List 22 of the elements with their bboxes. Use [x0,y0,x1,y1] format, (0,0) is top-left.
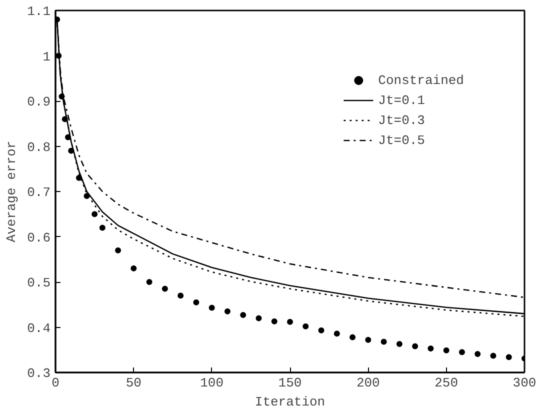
x-tick-label: 300 [512,376,536,390]
y-tick-label: 0.8 [27,140,50,155]
y-tick-label: 0.7 [27,185,50,200]
x-tick-label: 50 [126,376,142,390]
legend-label: Jt=0.3 [378,112,425,128]
x-tick-label: 200 [356,376,380,390]
x-tick-label: 100 [200,376,224,390]
x-axis-title: Iteration [254,394,326,410]
legend-label: Jt=0.5 [378,132,425,148]
x-tick-label: 150 [278,376,302,390]
y-tick-label: 0.6 [27,230,50,246]
x-tick-label: 250 [434,376,458,390]
y-tick-label: 0.9 [27,94,50,110]
legend-label: Jt=0.1 [378,92,425,108]
y-tick-label: 0.5 [27,276,50,290]
y-tick-label: 1 [42,49,51,64]
legend-label: Constrained [378,72,464,88]
y-tick-label: 1.1 [27,4,51,19]
y-axis-title: Average error [4,140,20,242]
y-tick-label: 0.4 [27,320,51,336]
y-tick-label: 0.3 [27,366,50,381]
x-tick-label: 0 [52,376,60,390]
